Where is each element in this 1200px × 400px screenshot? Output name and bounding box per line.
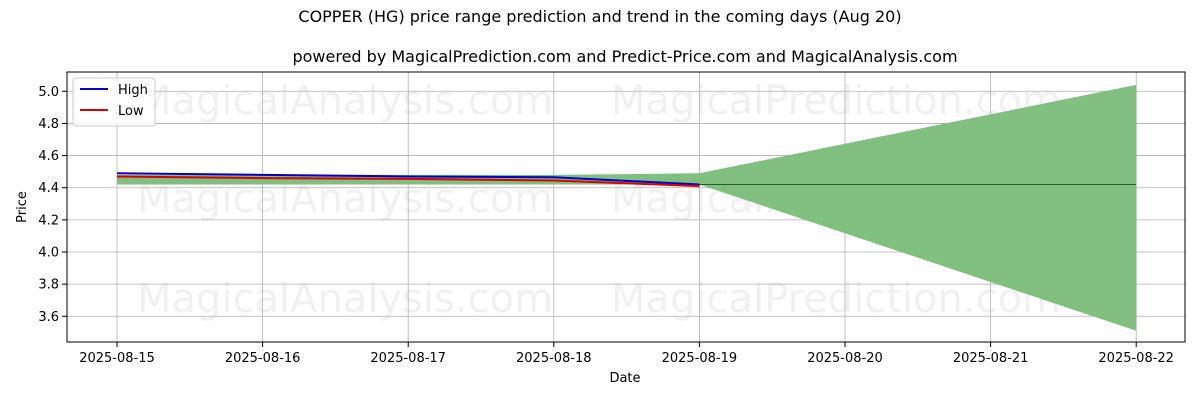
watermark-text: MagicalPrediction.com bbox=[611, 276, 1061, 322]
series-line-high bbox=[116, 172, 700, 186]
x-tick-label: 2025-08-17 bbox=[370, 351, 446, 366]
prediction-band bbox=[117, 84, 1137, 331]
plot-area-frame bbox=[66, 71, 1186, 343]
x-tick-label: 2025-08-21 bbox=[953, 351, 1029, 366]
chart-subtitle: powered by MagicalPrediction.com and Pre… bbox=[292, 47, 957, 66]
y-axis-label: Price bbox=[15, 191, 30, 223]
y-tick-label: 5.0 bbox=[38, 85, 59, 100]
y-tick-label: 4.2 bbox=[38, 213, 59, 228]
watermark-text: MagicalAnalysis.com bbox=[137, 78, 553, 124]
x-axis-ticks: 2025-08-15 2025-08-16 2025-08-17 2025-08-18… bbox=[79, 342, 1174, 366]
legend: High Low bbox=[72, 77, 156, 127]
y-tick-label: 4.0 bbox=[38, 246, 59, 261]
y-tick-label: 3.6 bbox=[38, 310, 59, 325]
y-tick-label: 3.8 bbox=[38, 278, 59, 293]
x-tick-label: 2025-08-22 bbox=[1098, 351, 1174, 366]
x-tick-label: 2025-08-16 bbox=[225, 351, 301, 366]
series-lines bbox=[116, 172, 700, 188]
y-tick-label: 4.4 bbox=[38, 181, 59, 196]
x-tick-label: 2025-08-15 bbox=[79, 351, 155, 366]
watermark-text: MagicalAnalysis.com bbox=[137, 276, 553, 322]
forecast-band bbox=[699, 84, 1137, 331]
x-tick-label: 2025-08-20 bbox=[807, 351, 883, 366]
x-tick-label: 2025-08-19 bbox=[662, 351, 738, 366]
x-axis-label: Date bbox=[609, 371, 640, 386]
chart-title: COPPER (HG) price range prediction and t… bbox=[298, 7, 901, 26]
legend-label-high: High bbox=[118, 83, 148, 98]
legend-label-low: Low bbox=[118, 104, 144, 119]
x-tick-label: 2025-08-18 bbox=[516, 351, 592, 366]
y-tick-label: 4.8 bbox=[38, 117, 59, 132]
y-axis-ticks: 3.6 3.8 4.0 4.2 4.4 4.6 4.8 5.0 bbox=[38, 85, 67, 325]
series-line-low bbox=[116, 175, 700, 188]
y-tick-label: 4.6 bbox=[38, 149, 59, 164]
